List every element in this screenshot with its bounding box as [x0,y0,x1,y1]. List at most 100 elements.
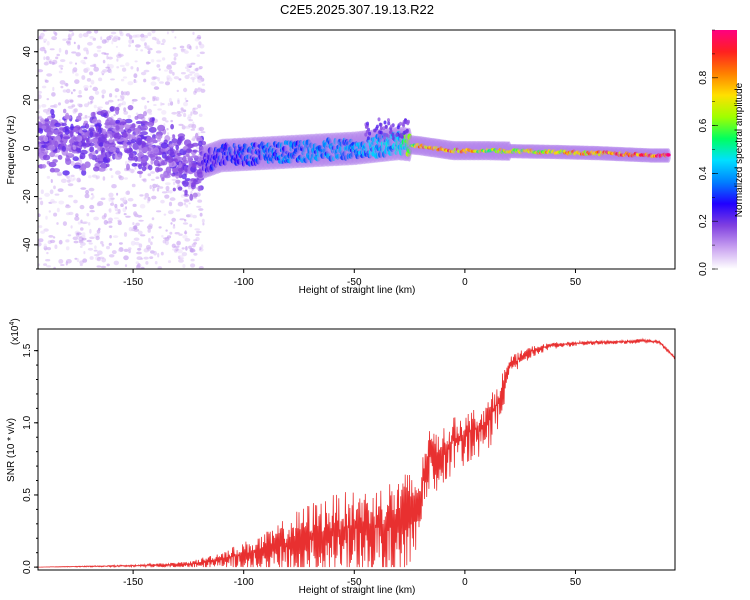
spectrogram-noise-cell [82,258,88,263]
spectrogram-noise-cell [52,236,56,239]
spectrogram-noise-cell [38,238,44,243]
spectrogram-cell [192,192,198,198]
spectrogram-noise-cell [110,31,117,35]
spectrogram-noise-cell [127,81,134,86]
spectrogram-cell [54,122,61,127]
spectrogram-noise-cell [70,160,75,166]
spectrogram-cell [128,152,134,159]
spectrogram-noise-cell [165,120,169,123]
spectrogram-cell [127,105,134,111]
spectrogram-noise-cell [123,110,129,115]
spectrogram-noise-cell [116,54,122,59]
spectrogram-cell [198,140,203,147]
spectrogram-noise-cell [49,60,52,65]
spectrogram-noise-cell [43,61,49,66]
spectrogram-noise-cell [51,92,56,97]
spectrogram-noise-cell [179,218,185,221]
spectrogram-noise-cell [110,78,115,81]
spectrogram-noise-cell [183,202,186,206]
snr-scale-prefix: (x10 [10,325,21,345]
spectrogram-cell [175,144,179,150]
spectrogram-cell [157,124,166,132]
spectrogram-noise-cell [128,44,132,48]
spectrogram-noise-cell [96,229,101,234]
spectrogram-cell [149,139,156,143]
spectrogram-noise-cell [185,204,189,208]
spectrogram-noise-cell [128,39,133,44]
spectrogram-noise-cell [156,59,162,63]
spectrogram-cell [163,174,171,179]
spectrogram-cell [70,123,74,131]
spectrogram-cell [97,160,104,164]
spectrogram-noise-cell [80,242,86,246]
spectrogram-cell [141,141,147,147]
spectrogram-noise-cell [69,99,74,103]
spectrogram-noise-cell [147,32,152,37]
spectrogram-noise-cell [48,210,51,213]
svg-text:(x104): (x104) [9,318,21,345]
spectrogram-noise-cell [152,95,157,100]
spectrogram-cell [81,169,87,176]
spectrogram-noise-cell [135,222,140,226]
spectrogram-noise-cell [171,30,175,34]
spectrogram-cell [195,132,199,140]
spectrogram-noise-cell [186,214,191,218]
spectrogram-noise-cell [79,245,83,248]
spectrogram-cell [181,173,187,180]
spectrogram-noise-cell [56,171,63,176]
spectrogram-noise-cell [139,173,142,178]
spectrogram-noise-cell [38,104,41,110]
spectrogram-noise-cell [123,248,129,252]
spectrogram-cell [183,139,192,147]
spectrogram-noise-cell [183,50,189,54]
snr-line [38,337,675,569]
spectrogram-noise-cell [120,197,124,201]
spectrogram-noise-cell [49,189,54,195]
spectrogram-y-tick-label: 20 [22,94,33,106]
spectrogram-noise-cell [183,87,188,93]
spectrogram-noise-cell [194,37,200,42]
spectrogram-noise-cell [115,170,121,175]
spectrogram-noise-cell [109,93,113,98]
spectrogram-noise-cell [50,179,53,183]
spectrogram-noise-cell [171,111,178,115]
spectrogram-noise-cell [83,56,88,60]
spectrogram-cell [114,119,121,124]
spectrogram-cell [94,132,99,138]
spectrogram-x-ticks: -150 -100 -50 0 50 [123,269,581,288]
spectrogram-noise-cell [158,68,161,71]
spectrogram-noise-cell [197,78,203,83]
spectrogram-noise-cell [90,79,95,85]
spectrogram-noise-cell [101,52,107,55]
spectrogram-noise-cell [76,177,81,183]
spectrogram-noise-cell [88,95,95,101]
spectrogram-cell [172,187,176,192]
spectrogram-cell [124,118,133,124]
spectrogram-noise-cell [119,30,123,35]
spectrogram-cell [72,156,79,162]
spectrogram-noise-cell [118,242,123,245]
spectrogram-cell [75,147,81,153]
spectrogram-cell [46,131,52,137]
spectrogram-cell [172,134,176,139]
spectrogram-cell [389,124,393,129]
spectrogram-noise-cell [183,199,190,203]
spectrogram-noise-cell [108,242,112,246]
spectrogram-noise-cell [123,213,127,216]
spectrogram-cell [38,143,42,148]
spectrogram-noise-cell [114,95,118,98]
spectrogram-noise-cell [197,87,201,93]
spectrogram-cell [382,132,385,137]
spectrogram-cell [96,154,105,159]
spectrogram-cell [132,142,140,150]
spectrogram-noise-cell [193,242,198,245]
spectrogram-noise-cell [91,100,94,104]
spectrogram-noise-cell [46,251,49,255]
spectrogram-noise-cell [87,41,93,46]
spectrogram-noise-cell [198,208,204,211]
spectrogram-cell [48,161,57,168]
spectrogram-cell [364,132,368,137]
spectrogram-noise-cell [80,235,86,238]
spectrogram-noise-cell [140,234,146,237]
